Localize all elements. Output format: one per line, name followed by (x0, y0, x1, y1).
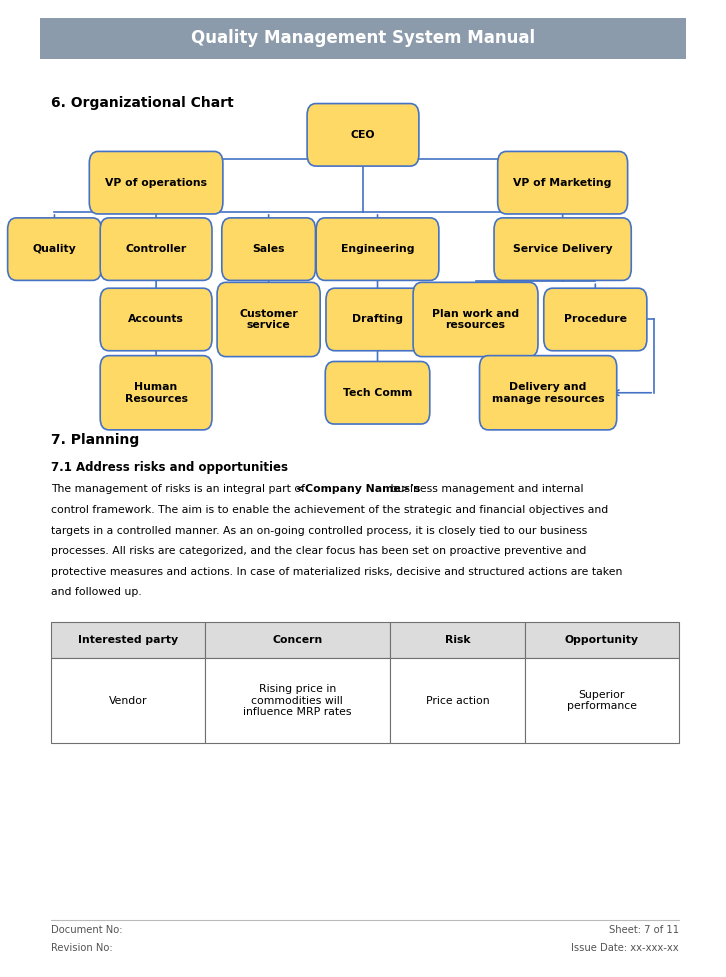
FancyBboxPatch shape (525, 622, 679, 658)
Text: Service Delivery: Service Delivery (513, 244, 613, 254)
Text: Plan work and
resources: Plan work and resources (432, 309, 519, 330)
Text: Document No:: Document No: (51, 925, 122, 935)
Text: 6. Organizational Chart: 6. Organizational Chart (51, 96, 234, 109)
FancyBboxPatch shape (217, 282, 320, 357)
FancyBboxPatch shape (40, 18, 686, 59)
FancyBboxPatch shape (307, 104, 419, 166)
Text: Accounts: Accounts (129, 315, 184, 324)
FancyBboxPatch shape (7, 218, 102, 280)
Text: Engineering: Engineering (340, 244, 415, 254)
Text: control framework. The aim is to enable the achievement of the strategic and fin: control framework. The aim is to enable … (51, 505, 608, 515)
Text: Human
Resources: Human Resources (125, 382, 187, 404)
Text: Revision No:: Revision No: (51, 943, 113, 953)
Text: <Company Name>’s: <Company Name>’s (296, 485, 421, 494)
FancyBboxPatch shape (51, 622, 205, 658)
FancyBboxPatch shape (390, 622, 525, 658)
Text: Quality: Quality (33, 244, 76, 254)
Text: Procedure: Procedure (564, 315, 627, 324)
FancyBboxPatch shape (205, 658, 390, 743)
Text: 7.1 Address risks and opportunities: 7.1 Address risks and opportunities (51, 460, 287, 474)
Text: CEO: CEO (351, 130, 375, 140)
Text: VP of Marketing: VP of Marketing (513, 178, 612, 188)
Text: Tech Comm: Tech Comm (343, 388, 412, 398)
FancyBboxPatch shape (51, 658, 205, 743)
FancyBboxPatch shape (326, 288, 429, 351)
Text: Vendor: Vendor (108, 696, 147, 705)
FancyBboxPatch shape (222, 218, 315, 280)
Text: Concern: Concern (272, 635, 322, 645)
Text: Sales: Sales (253, 244, 285, 254)
FancyBboxPatch shape (100, 356, 212, 430)
Text: Opportunity: Opportunity (565, 635, 639, 645)
Text: VP of operations: VP of operations (105, 178, 207, 188)
Text: Rising price in
commodities will
influence MRP rates: Rising price in commodities will influen… (243, 684, 351, 717)
Text: targets in a controlled manner. As an on-going controlled process, it is closely: targets in a controlled manner. As an on… (51, 526, 587, 535)
Text: Sheet: 7 of 11: Sheet: 7 of 11 (608, 925, 679, 935)
Text: Quality Management System Manual: Quality Management System Manual (191, 29, 535, 47)
Text: processes. All risks are categorized, and the clear focus has been set on proact: processes. All risks are categorized, an… (51, 546, 586, 556)
FancyBboxPatch shape (205, 622, 390, 658)
Text: The management of risks is an integral part of: The management of risks is an integral p… (51, 485, 309, 494)
Text: Superior
performance: Superior performance (567, 690, 637, 711)
Text: Delivery and
manage resources: Delivery and manage resources (492, 382, 605, 404)
Text: Issue Date: xx-xxx-xx: Issue Date: xx-xxx-xx (571, 943, 679, 953)
FancyBboxPatch shape (479, 356, 616, 430)
FancyBboxPatch shape (544, 288, 647, 351)
FancyBboxPatch shape (525, 658, 679, 743)
Text: 7. Planning: 7. Planning (51, 433, 139, 446)
Text: Price action: Price action (425, 696, 489, 705)
FancyBboxPatch shape (100, 218, 212, 280)
FancyBboxPatch shape (100, 288, 212, 351)
FancyBboxPatch shape (390, 658, 525, 743)
Text: business management and internal: business management and internal (387, 485, 584, 494)
FancyBboxPatch shape (325, 361, 430, 424)
Text: Customer
service: Customer service (240, 309, 298, 330)
FancyBboxPatch shape (317, 218, 439, 280)
FancyBboxPatch shape (494, 218, 631, 280)
Text: Drafting: Drafting (352, 315, 403, 324)
Text: Risk: Risk (445, 635, 470, 645)
Text: Controller: Controller (126, 244, 187, 254)
Text: Interested party: Interested party (78, 635, 178, 645)
Text: protective measures and actions. In case of materialized risks, decisive and str: protective measures and actions. In case… (51, 567, 622, 576)
FancyBboxPatch shape (498, 151, 628, 214)
FancyBboxPatch shape (413, 282, 538, 357)
Text: and followed up.: and followed up. (51, 587, 142, 597)
FancyBboxPatch shape (89, 151, 223, 214)
